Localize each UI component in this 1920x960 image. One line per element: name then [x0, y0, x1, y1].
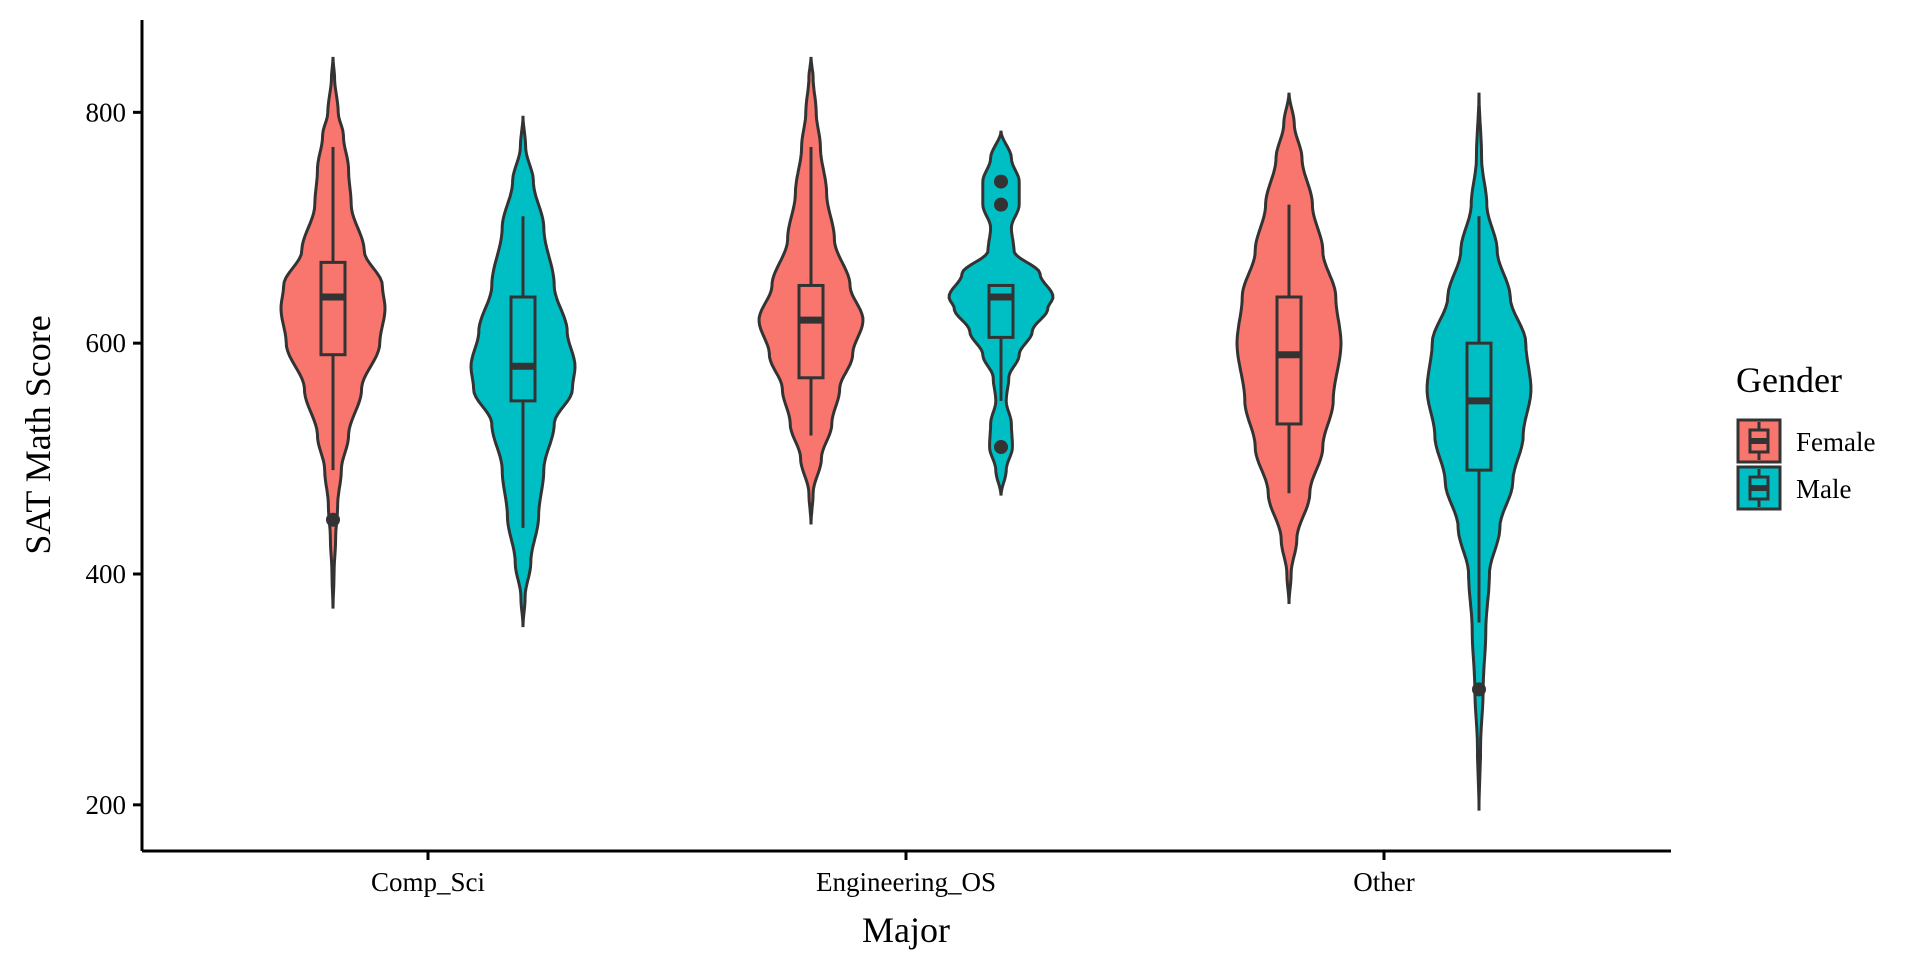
- outlier-point: [1472, 682, 1486, 697]
- y-axis-title: SAT Math Score: [18, 315, 58, 554]
- legend-item-female: Female: [1736, 418, 1875, 464]
- outlier-point: [994, 440, 1008, 455]
- box-iqr: [319, 260, 347, 357]
- x-tick-label: Other: [1353, 867, 1414, 897]
- violin-male-other: [1425, 92, 1533, 811]
- legend-item-male: Male: [1736, 465, 1851, 511]
- y-tick-label: 200: [86, 790, 127, 820]
- outlier-point: [994, 197, 1008, 212]
- legend-label-female: Female: [1796, 427, 1875, 457]
- outlier-point: [994, 174, 1008, 189]
- outlier-point: [326, 512, 340, 527]
- box-iqr: [509, 295, 537, 403]
- box-iqr: [1465, 341, 1493, 472]
- y-tick-label: 800: [86, 97, 127, 127]
- legend-title: Gender: [1736, 360, 1842, 400]
- x-axis-ticks: Comp_Sci Engineering_OS Other: [371, 851, 1415, 897]
- x-axis-title: Major: [862, 910, 950, 950]
- legend-label-male: Male: [1796, 474, 1851, 504]
- y-tick-label: 600: [86, 328, 127, 358]
- y-tick-label: 400: [86, 559, 127, 589]
- violin-male-comp_sci: [469, 115, 577, 628]
- x-tick-label: Engineering_OS: [816, 867, 996, 897]
- x-tick-label: Comp_Sci: [371, 867, 485, 897]
- box-iqr: [987, 283, 1015, 339]
- legend: Gender Female Male: [1736, 360, 1875, 511]
- box-iqr: [797, 283, 825, 380]
- plot-area: [279, 56, 1533, 811]
- violin-female-comp_sci: [279, 56, 387, 609]
- violin-male-engineering_os: [947, 130, 1055, 496]
- violin-female-other: [1235, 92, 1343, 605]
- y-axis-ticks: 200 400 600 800: [86, 97, 142, 820]
- box-iqr: [1275, 295, 1303, 426]
- violin-female-engineering_os: [757, 56, 865, 525]
